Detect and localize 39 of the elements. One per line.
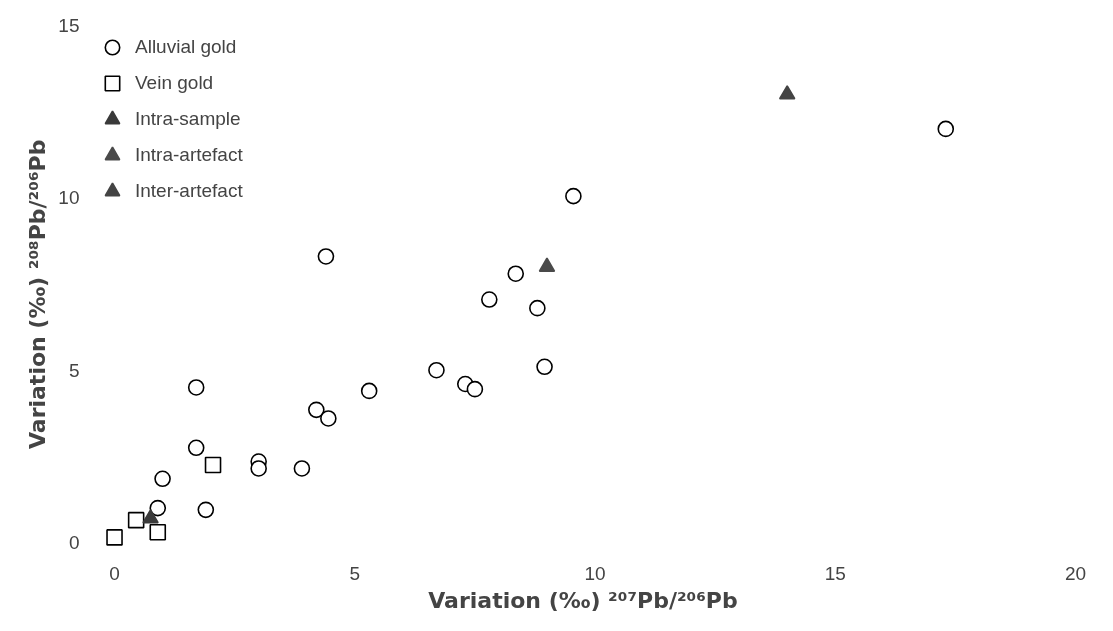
y-axis-title: Variation (‰) ²⁰⁸Pb/²⁰⁶Pb xyxy=(25,139,51,450)
point xyxy=(320,410,337,427)
point xyxy=(154,470,171,488)
point xyxy=(565,187,582,205)
point xyxy=(308,401,325,419)
point xyxy=(293,460,311,477)
point xyxy=(187,439,205,457)
point xyxy=(529,299,546,317)
point xyxy=(187,379,205,396)
legend-label: Intra-artefact xyxy=(135,144,243,166)
point xyxy=(106,529,123,546)
y-tick-label: 15 xyxy=(58,15,80,36)
y-tick-label: 10 xyxy=(58,187,80,209)
x-axis-title: Variation (‰) ²⁰⁷Pb/²⁰⁶Pb xyxy=(428,587,738,613)
legend-label: Alluvial gold xyxy=(135,36,237,58)
point xyxy=(197,501,215,519)
legend-label: Inter-artefact xyxy=(135,180,243,202)
point xyxy=(149,499,167,517)
point xyxy=(250,460,267,477)
point xyxy=(127,511,145,529)
legend-label: Vein gold xyxy=(135,72,214,94)
point xyxy=(149,523,167,541)
point xyxy=(536,358,553,376)
point xyxy=(507,265,525,282)
point xyxy=(937,120,955,138)
point xyxy=(317,248,335,265)
y-tick-label: 5 xyxy=(68,359,80,381)
x-tick-label: 15 xyxy=(824,562,846,584)
x-tick-label: 20 xyxy=(1064,562,1087,584)
x-tick-label: 10 xyxy=(584,562,606,584)
x-tick-label: 0 xyxy=(109,562,120,584)
x-tick-label: 5 xyxy=(349,562,361,584)
point xyxy=(466,380,484,398)
legend-label: Intra-sample xyxy=(135,108,241,130)
point xyxy=(428,361,445,379)
point xyxy=(204,456,222,474)
point xyxy=(481,291,498,308)
point xyxy=(360,382,378,400)
y-tick-label: 0 xyxy=(68,532,80,554)
